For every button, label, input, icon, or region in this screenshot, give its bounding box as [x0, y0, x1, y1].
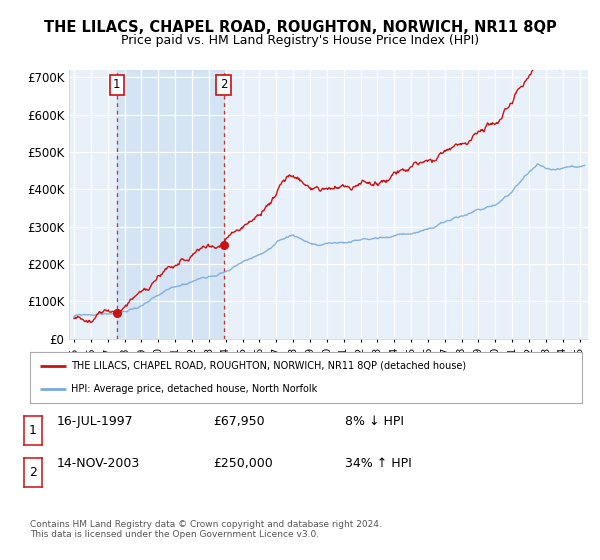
- Text: £67,950: £67,950: [213, 415, 265, 428]
- Text: 2: 2: [29, 466, 37, 479]
- Text: 1: 1: [113, 78, 121, 91]
- Text: THE LILACS, CHAPEL ROAD, ROUGHTON, NORWICH, NR11 8QP (detached house): THE LILACS, CHAPEL ROAD, ROUGHTON, NORWI…: [71, 361, 467, 371]
- Text: THE LILACS, CHAPEL ROAD, ROUGHTON, NORWICH, NR11 8QP: THE LILACS, CHAPEL ROAD, ROUGHTON, NORWI…: [44, 20, 556, 35]
- Text: HPI: Average price, detached house, North Norfolk: HPI: Average price, detached house, Nort…: [71, 384, 317, 394]
- Text: 1: 1: [29, 424, 37, 437]
- Text: 16-JUL-1997: 16-JUL-1997: [57, 415, 134, 428]
- Text: 14-NOV-2003: 14-NOV-2003: [57, 457, 140, 470]
- Text: 34% ↑ HPI: 34% ↑ HPI: [345, 457, 412, 470]
- Text: Contains HM Land Registry data © Crown copyright and database right 2024.
This d: Contains HM Land Registry data © Crown c…: [30, 520, 382, 539]
- Text: Price paid vs. HM Land Registry's House Price Index (HPI): Price paid vs. HM Land Registry's House …: [121, 34, 479, 46]
- Text: 2: 2: [220, 78, 227, 91]
- Bar: [117, 70, 224, 339]
- Text: 8% ↓ HPI: 8% ↓ HPI: [345, 415, 404, 428]
- Text: £250,000: £250,000: [213, 457, 273, 470]
